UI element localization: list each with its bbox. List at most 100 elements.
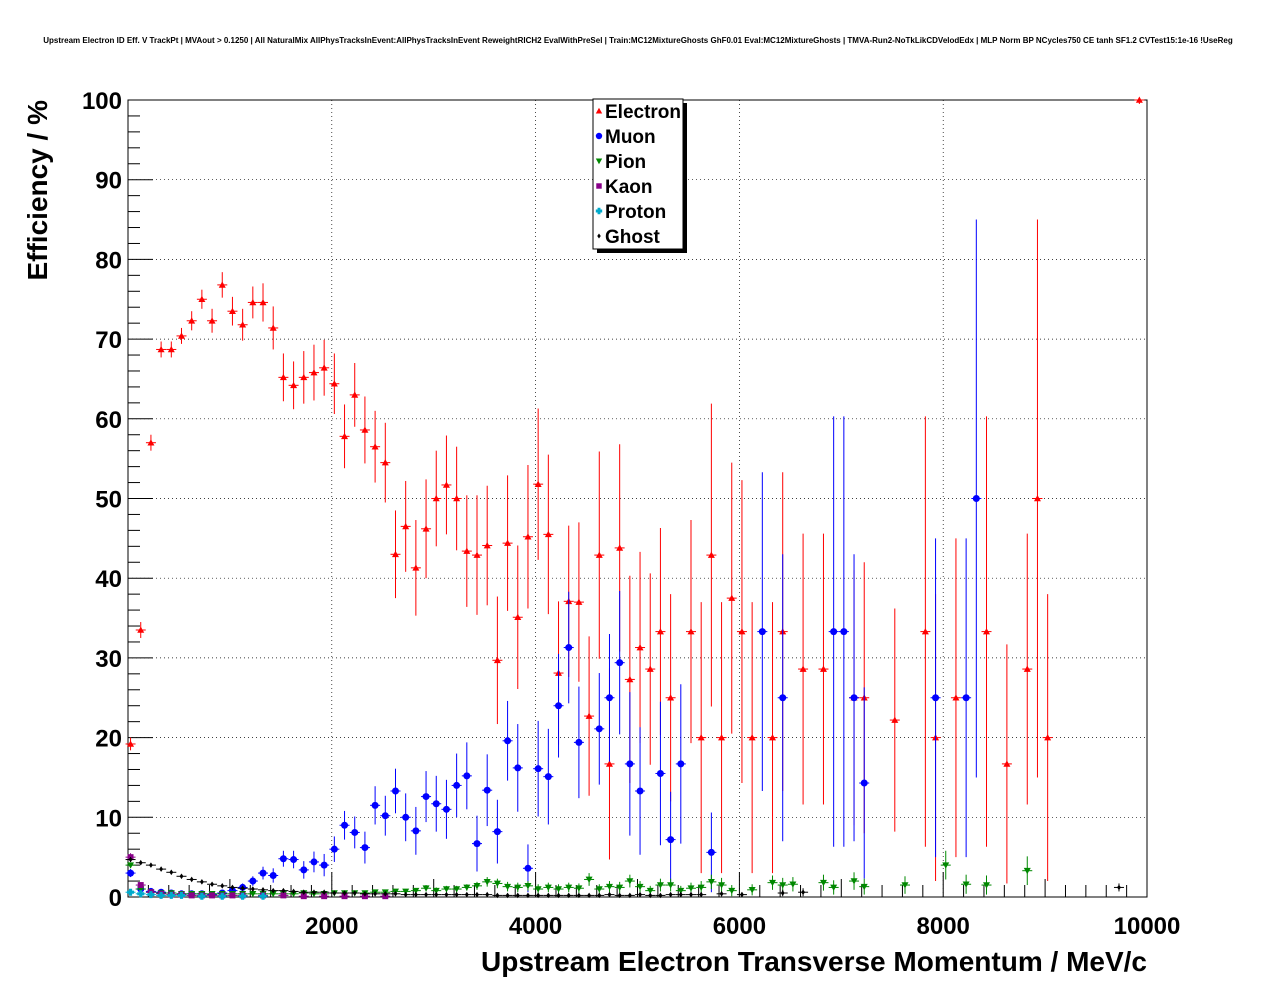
muon-point xyxy=(422,793,430,801)
electron-point xyxy=(167,345,175,353)
muon-point xyxy=(514,764,522,772)
pion-point xyxy=(442,886,450,893)
electron-point xyxy=(983,628,991,635)
pion-point xyxy=(463,884,471,891)
pion-point xyxy=(565,884,573,891)
x-axis-title: Upstream Electron Transverse Momentum / … xyxy=(481,946,1147,977)
kaon-point xyxy=(280,892,287,899)
y-tick-label: 50 xyxy=(95,487,122,514)
y-tick-label: 90 xyxy=(95,168,122,195)
pion-point xyxy=(748,887,756,894)
pion-point xyxy=(901,882,909,889)
pion-point xyxy=(677,887,685,895)
electron-point xyxy=(656,628,664,635)
ghost-point xyxy=(128,856,133,863)
pion-point xyxy=(850,878,858,885)
muon-point xyxy=(616,659,624,667)
proton-point xyxy=(218,892,226,900)
pion-point xyxy=(534,886,542,893)
electron-point xyxy=(442,481,450,488)
y-tick-label: 30 xyxy=(95,646,122,673)
pion-point xyxy=(595,886,603,893)
legend-marker-proton xyxy=(595,207,603,215)
ghost-point xyxy=(393,891,398,897)
electron-point xyxy=(514,613,522,621)
electron-point xyxy=(687,628,695,635)
ghost-point xyxy=(566,892,571,899)
pion-point xyxy=(127,862,135,869)
ghost-point xyxy=(699,891,704,898)
ghost-point xyxy=(546,892,551,899)
grid xyxy=(128,100,1147,897)
ghost-point xyxy=(424,891,428,898)
muon-point xyxy=(565,644,573,652)
electron-point xyxy=(534,480,542,487)
ghost-point xyxy=(281,887,286,894)
ghost-point xyxy=(515,892,520,899)
muon-point xyxy=(391,787,399,795)
proton-point xyxy=(147,891,155,899)
ghost-point xyxy=(413,891,418,898)
pion-point xyxy=(819,879,827,887)
ghost-point xyxy=(556,892,561,899)
pion-point xyxy=(585,876,593,883)
ghost-point xyxy=(617,892,622,899)
ghost-point xyxy=(312,889,316,896)
x-tick-label: 8000 xyxy=(917,913,970,940)
muon-point xyxy=(310,858,318,866)
electron-point xyxy=(127,740,135,747)
proton-point xyxy=(137,890,145,898)
muon-point xyxy=(432,800,440,808)
electron-point xyxy=(341,432,349,440)
muon-point xyxy=(860,779,868,787)
pion-point xyxy=(656,882,664,889)
pion-point xyxy=(962,881,970,888)
muon-point xyxy=(412,827,420,835)
pion-point xyxy=(493,880,501,887)
ghost-point xyxy=(383,891,388,897)
ghost-point xyxy=(291,888,296,895)
ghost-point xyxy=(719,891,724,897)
ghost-point xyxy=(597,892,602,899)
ghost-point xyxy=(149,862,153,868)
muon-point xyxy=(707,848,715,856)
electron-point xyxy=(228,307,236,315)
x-tick-label: 10000 xyxy=(1114,913,1181,940)
electron-point xyxy=(371,443,379,450)
muon-point xyxy=(290,856,298,864)
y-axis-title: Efficiency / % xyxy=(22,100,53,281)
kaon-point xyxy=(321,893,328,900)
electron-point xyxy=(707,551,715,558)
ghost-point xyxy=(638,891,642,898)
pion-point xyxy=(544,884,552,891)
pion-point xyxy=(983,882,991,889)
pion-point xyxy=(605,883,613,891)
electron-point xyxy=(667,694,675,701)
pion-point xyxy=(626,878,634,885)
pion-point xyxy=(942,862,950,869)
electron-point xyxy=(819,665,827,672)
kaon-point xyxy=(300,893,307,900)
ghost-point xyxy=(362,891,367,897)
muon-point xyxy=(483,786,491,794)
series-proton xyxy=(125,888,269,900)
electron-point xyxy=(891,716,899,723)
electron-point xyxy=(504,539,512,546)
pion-point xyxy=(555,886,563,893)
ghost-point xyxy=(444,891,449,898)
pion-point xyxy=(483,879,491,886)
legend-marker-muon xyxy=(595,132,603,140)
pion-point xyxy=(769,879,777,887)
electron-point xyxy=(412,564,420,571)
electron-point xyxy=(636,644,644,651)
ghost-point xyxy=(464,891,469,898)
muon-point xyxy=(320,861,328,869)
proton-point xyxy=(198,892,206,900)
legend-box xyxy=(592,98,684,250)
electron-point xyxy=(1023,665,1031,672)
ghost-point xyxy=(138,859,143,866)
electron-point xyxy=(544,530,552,538)
electron-point xyxy=(259,298,267,306)
electron-point xyxy=(177,332,185,339)
